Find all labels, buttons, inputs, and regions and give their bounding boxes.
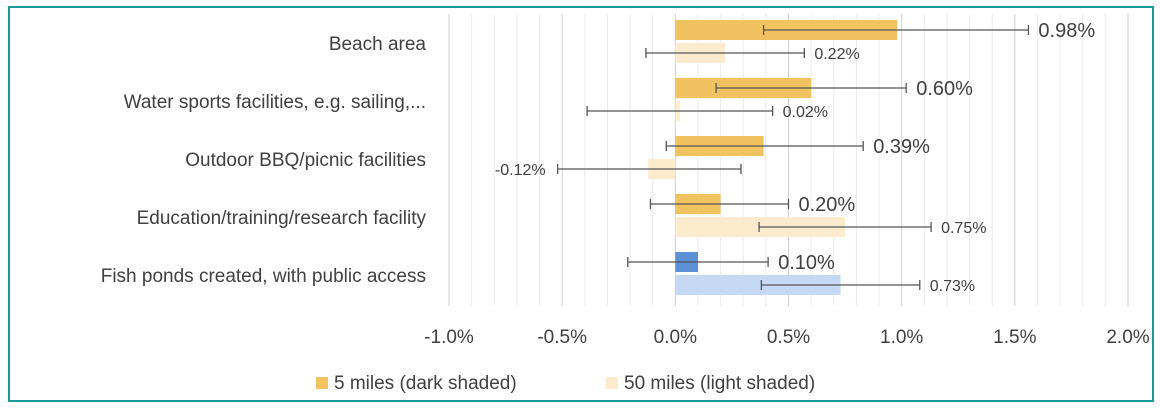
data-label-50-miles: 0.75% — [941, 220, 986, 237]
data-label-5-miles: 0.60% — [916, 78, 973, 100]
bars — [648, 20, 898, 295]
legend: 5 miles (dark shaded) 50 miles (light sha… — [316, 373, 815, 394]
x-tick-label: -0.5% — [537, 327, 587, 348]
legend-swatch-50-miles — [606, 377, 618, 389]
x-tick-label: 0.0% — [654, 327, 697, 348]
legend-label-50-miles: 50 miles (light shaded) — [624, 373, 815, 394]
bar-50-miles — [675, 275, 841, 295]
legend-label-5-miles: 5 miles (dark shaded) — [334, 373, 517, 394]
legend-swatch-5-miles — [316, 377, 328, 389]
data-label-50-miles: -0.12% — [495, 162, 546, 179]
error-bars — [556, 25, 1030, 290]
data-label-50-miles: 0.02% — [783, 104, 828, 121]
x-tick-label: -1.0% — [424, 327, 474, 348]
data-label-50-miles: 0.22% — [814, 46, 859, 63]
data-label-50-miles: 0.73% — [930, 278, 975, 295]
category-labels: Beach area Water sports facilities, e.g. … — [101, 34, 427, 287]
x-tick-label: 2.0% — [1106, 327, 1149, 348]
chart-frame — [8, 6, 1154, 402]
x-tick-label: 1.5% — [993, 327, 1036, 348]
x-tick-label: 1.0% — [880, 327, 923, 348]
category-label: Water sports facilities, e.g. sailing,..… — [124, 92, 426, 113]
data-label-5-miles: 0.20% — [799, 194, 856, 216]
category-label: Education/training/research facility — [137, 208, 427, 229]
x-axis-tick-labels: -1.0% -0.5% 0.0% 0.5% 1.0% 1.5% 2.0% — [424, 327, 1150, 348]
data-label-5-miles: 0.39% — [873, 136, 930, 158]
data-labels: 0.98% 0.22% 0.60% 0.02% 0.39% -0.12% 0.20% 0.75… — [495, 20, 1095, 295]
x-tick-label: 0.5% — [767, 327, 810, 348]
data-label-5-miles: 0.10% — [778, 252, 835, 274]
data-label-5-miles: 0.98% — [1038, 20, 1095, 42]
category-label: Fish ponds created, with public access — [101, 266, 426, 287]
category-label: Beach area — [329, 34, 427, 55]
category-label: Outdoor BBQ/picnic facilities — [185, 150, 426, 171]
